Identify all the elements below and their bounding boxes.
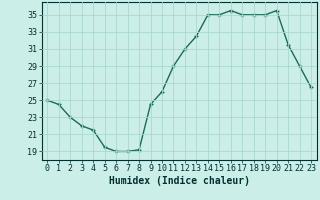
X-axis label: Humidex (Indice chaleur): Humidex (Indice chaleur) — [109, 176, 250, 186]
